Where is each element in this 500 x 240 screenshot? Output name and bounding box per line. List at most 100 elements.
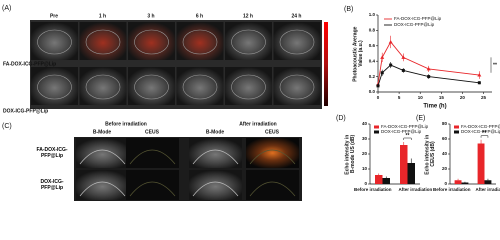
- panel-label: (D): [336, 115, 346, 122]
- y-tick-label: 20: [442, 166, 448, 171]
- tumor-outline: [182, 74, 218, 100]
- tumor-outline: [85, 29, 121, 55]
- tumor-outline: [129, 149, 176, 165]
- x-tick-label: 15: [439, 95, 445, 100]
- y-tick-label: 0.0: [369, 89, 376, 94]
- ultrasound-image: [126, 138, 179, 168]
- tumor-outline: [192, 181, 239, 197]
- x-tick-label: Before irradiation: [433, 187, 471, 192]
- tumor-outline: [192, 149, 239, 165]
- figure-canvas: (A) (C) Pre 1 h 3 h 6 h 12 h 24 h FA-DOX-ICG-P…: [2, 5, 500, 201]
- tumor-outline: [79, 181, 126, 197]
- row-label: FA-DOX-ICG-PFP@Lip: [36, 147, 68, 159]
- ultrasound-image: [126, 170, 179, 200]
- ultrasound-image: [273, 22, 321, 60]
- figure: (A) (C) Pre 1 h 3 h 6 h 12 h 24 h FA-DOX-ICG-P…: [2, 5, 500, 201]
- legend-label: FA-DOX-ICG-PFP@Lip: [461, 124, 500, 129]
- group-label: Before irradiation: [105, 121, 147, 127]
- significance-label: **: [406, 133, 410, 139]
- row-label: FA-DOX-ICG-PFP@Lip: [3, 61, 56, 67]
- legend-swatch: [374, 130, 379, 134]
- ultrasound-image: [128, 22, 175, 60]
- data-point: [388, 39, 393, 44]
- tumor-outline: [279, 74, 315, 100]
- bar: [454, 180, 462, 184]
- x-tick-label: 5: [398, 95, 401, 100]
- ultrasound-image: [76, 170, 129, 200]
- ultrasound-image: [76, 138, 129, 168]
- tumor-outline: [37, 29, 72, 55]
- ultrasound-image: [246, 138, 299, 168]
- y-axis-label: Photoacoustic Average Value (a.u.): [353, 25, 365, 82]
- y-axis-label: Echo intensity in B-mode US (dB): [345, 133, 357, 174]
- legend-label: DOX-ICG-PFP@Lip: [394, 22, 435, 27]
- data-point: [376, 84, 380, 88]
- legend-label: DOX-ICG-PFP@Lip: [461, 129, 500, 134]
- mode-label: CEUS: [265, 129, 280, 135]
- tumor-outline: [79, 149, 126, 165]
- bar: [461, 182, 469, 184]
- group-label: After irradiation: [239, 121, 277, 127]
- x-tick-label: 10: [418, 95, 424, 100]
- tumor-outline: [37, 74, 72, 100]
- panel-label: (B): [344, 6, 353, 13]
- legend-label: FA-DOX-ICG-PFP@Lip: [394, 16, 442, 21]
- ultrasound-image: [31, 22, 78, 60]
- time-label: 3 h: [147, 13, 154, 19]
- bar: [477, 143, 485, 184]
- y-axis-label: Echo intensity in CEUS (dB): [425, 133, 437, 174]
- tumor-outline: [134, 74, 169, 100]
- row-label: DOX-ICG-PFP@Lip: [3, 108, 48, 114]
- legend-swatch: [454, 125, 459, 129]
- y-tick-label: 40: [442, 151, 448, 156]
- x-tick-label: Before irradiation: [354, 187, 392, 192]
- tumor-outline: [249, 181, 296, 197]
- y-tick-label: 60: [442, 136, 448, 141]
- mode-label: B-Mode: [206, 129, 225, 135]
- ultrasound-image: [189, 138, 242, 168]
- mode-label: CEUS: [145, 129, 160, 135]
- ultrasound-image: [176, 22, 224, 60]
- y-tick-label: 80: [442, 121, 448, 126]
- tumor-outline: [249, 149, 296, 165]
- time-label: 6 h: [196, 13, 203, 19]
- x-axis-label: Time (h): [423, 104, 446, 110]
- data-point: [389, 63, 393, 67]
- tumor-outline: [85, 74, 121, 100]
- data-point: [427, 75, 431, 79]
- y-tick-label: 1.0: [369, 12, 376, 17]
- tumor-outline: [279, 29, 315, 55]
- panel-label: (C): [2, 123, 12, 130]
- y-tick-label: 0: [444, 181, 447, 186]
- y-tick-label: 0.8: [369, 28, 376, 33]
- y-tick-label: 0: [364, 181, 367, 186]
- tumor-outline: [231, 29, 266, 55]
- legend-swatch: [374, 125, 379, 129]
- data-point: [401, 55, 406, 59]
- ultrasound-image: [189, 170, 242, 200]
- significance-label: **: [483, 131, 487, 137]
- data-point: [380, 55, 385, 59]
- bar: [382, 178, 390, 184]
- bar: [375, 175, 383, 184]
- ultrasound-image: [128, 67, 175, 105]
- y-tick-label: 0.6: [369, 43, 376, 48]
- series-line: [377, 64, 480, 86]
- x-tick-label: After irradiation: [399, 187, 433, 192]
- panel-label: (A): [2, 5, 11, 12]
- legend-label: DOX-ICG-PFP@Lip: [381, 129, 422, 134]
- tumor-outline: [134, 29, 169, 55]
- x-tick-label: 0: [377, 95, 380, 100]
- mode-label: B-Mode: [93, 129, 112, 135]
- ultrasound-image: [225, 67, 272, 105]
- data-point: [380, 71, 384, 75]
- series-line: [377, 41, 480, 85]
- legend-swatch: [454, 130, 459, 134]
- data-point: [477, 73, 482, 77]
- ultrasound-image: [225, 22, 272, 60]
- x-tick-label: After irradiation: [476, 187, 500, 192]
- significance-bracket: [480, 135, 489, 138]
- ultrasound-image: [273, 67, 321, 105]
- significance-bracket: [403, 137, 412, 140]
- tumor-outline: [231, 74, 266, 100]
